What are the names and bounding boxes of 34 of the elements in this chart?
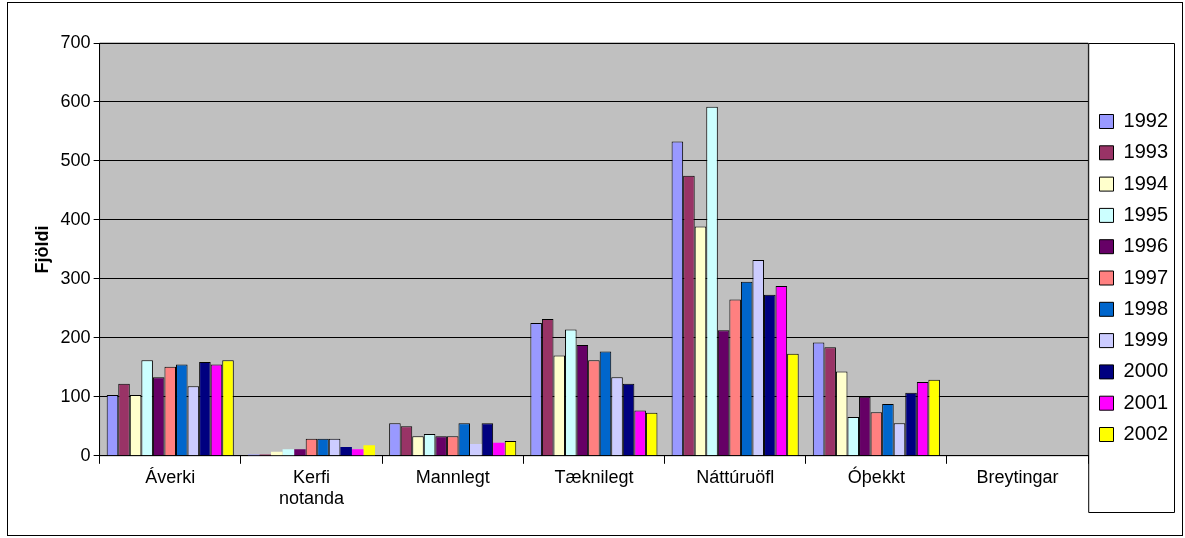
bar <box>294 449 306 456</box>
y-tick-label: 0 <box>80 444 91 465</box>
legend-label: 1998 <box>1123 296 1169 319</box>
x-tick-label: Tæknilegt <box>554 466 634 487</box>
legend-label: 1997 <box>1123 265 1169 288</box>
bar <box>470 444 482 456</box>
x-tick-label: Breytingar <box>976 466 1059 487</box>
y-tick-label: 600 <box>60 90 91 111</box>
x-tick-label: Náttúruöfl <box>696 466 775 487</box>
legend-label: 1995 <box>1123 202 1169 225</box>
y-tick-label: 300 <box>60 267 91 288</box>
x-tick-label: Mannlegt <box>415 466 490 487</box>
legend-label: 2000 <box>1123 359 1169 382</box>
x-tick-label: Kerfi notanda <box>278 466 345 509</box>
bar <box>493 442 505 456</box>
y-tick-label: 400 <box>60 208 91 229</box>
legend-label: 2002 <box>1123 422 1169 445</box>
y-tick-label: 100 <box>60 385 91 406</box>
legend-label: 1992 <box>1123 109 1169 132</box>
legend-label: 1994 <box>1123 171 1169 194</box>
bar <box>340 446 352 456</box>
bar <box>363 445 376 456</box>
legend-label: 1996 <box>1123 234 1169 257</box>
legend-label: 2001 <box>1123 390 1169 413</box>
legend-label: 1999 <box>1123 328 1169 351</box>
y-axis-title: Fjöldi <box>31 225 52 274</box>
y-tick-label: 200 <box>60 326 91 347</box>
x-tick-label: Óþekkt <box>847 465 905 487</box>
x-tick-label: Áverki <box>145 466 196 487</box>
legend-label: 1993 <box>1123 140 1169 163</box>
y-tick-label: 700 <box>60 31 91 52</box>
bar <box>282 449 295 456</box>
y-tick-label: 500 <box>60 149 91 170</box>
bar <box>351 449 364 456</box>
